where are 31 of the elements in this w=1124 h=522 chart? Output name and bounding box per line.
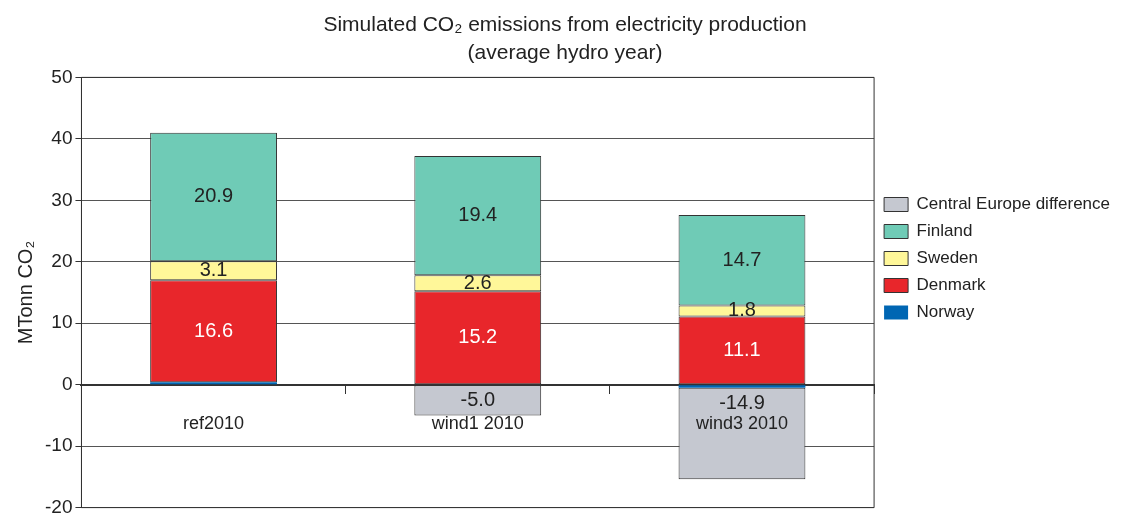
legend-label: Denmark bbox=[916, 275, 987, 295]
y-tick-label: 10 bbox=[51, 311, 73, 333]
chart-title: Simulated CO₂ emissions from electricity production bbox=[323, 12, 807, 36]
legend-label: Norway bbox=[916, 302, 975, 322]
chart-subtitle: (average hydro year) bbox=[467, 39, 663, 63]
legend-label: Central Europe difference bbox=[916, 194, 1111, 214]
y-tick-label: -10 bbox=[44, 434, 73, 456]
data-label: 3.1 bbox=[199, 258, 228, 281]
legend-label: Sweden bbox=[916, 248, 979, 268]
data-label: 11.1 bbox=[723, 337, 761, 360]
data-label: -5.0 bbox=[460, 387, 496, 410]
x-tick-label: wind3 2010 bbox=[694, 412, 789, 433]
data-label: 16.6 bbox=[194, 318, 234, 341]
y-tick-label: 30 bbox=[51, 188, 73, 210]
legend-label: Finland bbox=[916, 221, 973, 241]
x-tick-label: wind1 2010 bbox=[430, 412, 524, 433]
x-tick-label: ref2010 bbox=[183, 412, 245, 433]
y-tick-label: 0 bbox=[61, 372, 73, 394]
bar bbox=[678, 385, 806, 388]
data-label: 19.4 bbox=[458, 203, 498, 226]
y-tick-label: 50 bbox=[51, 65, 73, 87]
data-label: 20.9 bbox=[194, 184, 234, 207]
data-label: 15.2 bbox=[458, 325, 498, 348]
data-label: -14.9 bbox=[719, 391, 765, 414]
y-tick-label: -20 bbox=[44, 495, 73, 517]
y-tick-label: 20 bbox=[51, 250, 73, 272]
y-axis-title: MTonn CO₂ bbox=[13, 240, 36, 345]
data-label: 1.8 bbox=[728, 298, 756, 321]
data-label: 14.7 bbox=[722, 247, 762, 270]
data-label: 2.6 bbox=[463, 270, 492, 293]
y-tick-label: 40 bbox=[51, 127, 73, 149]
